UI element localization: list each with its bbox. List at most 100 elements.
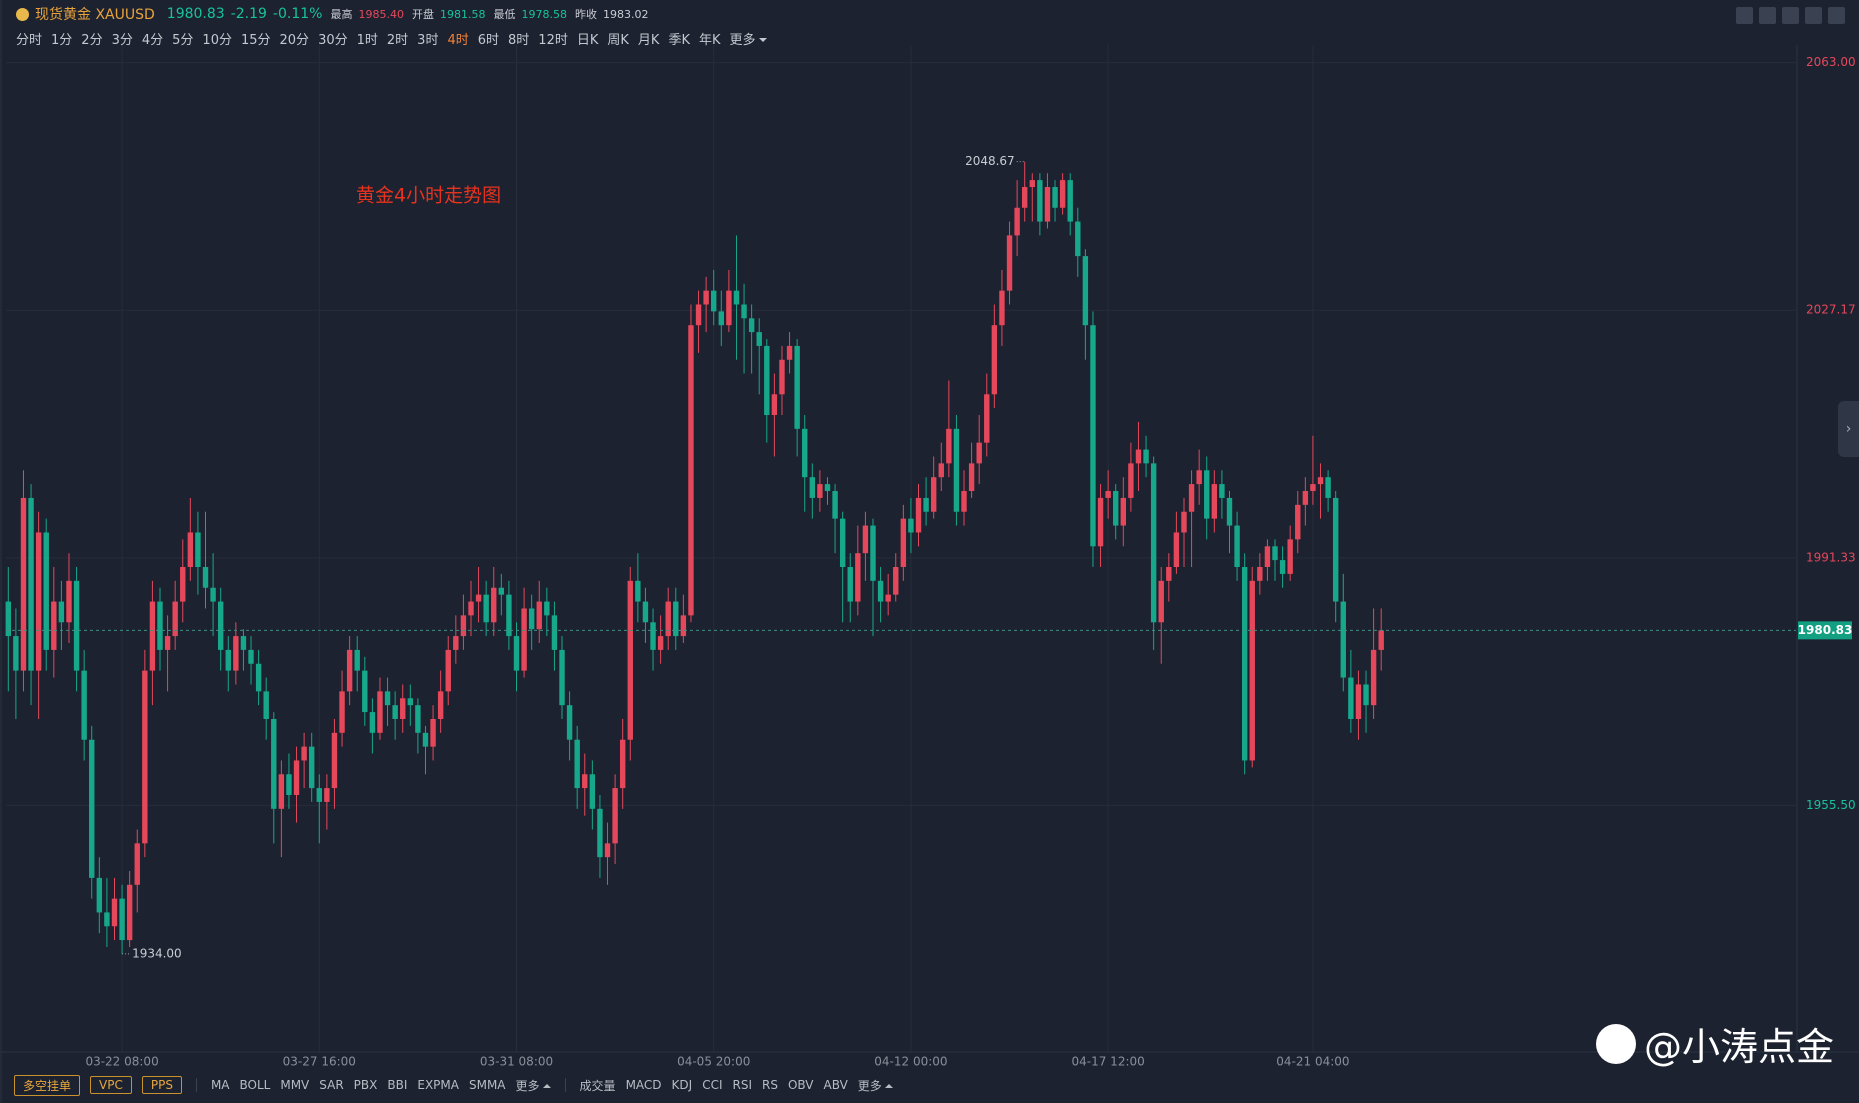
- icon-button[interactable]: [1759, 7, 1776, 24]
- candle-body: [1082, 256, 1089, 326]
- timeframe-tab[interactable]: 周K: [607, 32, 629, 48]
- side-panel-toggle[interactable]: ›: [1838, 401, 1859, 457]
- candle-body: [1113, 491, 1119, 526]
- indicator-tab[interactable]: 更多: [516, 1077, 551, 1094]
- candle-body: [51, 601, 57, 650]
- candle-body: [1204, 470, 1210, 519]
- candle-body: [566, 705, 573, 740]
- candle-body: [551, 615, 558, 650]
- candle-body: [612, 788, 618, 844]
- candle-body: [862, 525, 869, 554]
- timeframe-tab[interactable]: 10分: [202, 32, 232, 48]
- candle-body: [233, 636, 239, 671]
- candle-body: [528, 608, 535, 630]
- timeframe-tab[interactable]: 6时: [477, 32, 500, 48]
- candle-body: [324, 788, 330, 802]
- indicator-tab[interactable]: EXPMA: [417, 1078, 459, 1092]
- timeframe-tab[interactable]: 30分: [318, 32, 348, 48]
- indicator-tab[interactable]: RSI: [732, 1078, 753, 1092]
- icon-button[interactable]: [1782, 7, 1799, 24]
- indicator-tab[interactable]: SMMA: [468, 1078, 506, 1092]
- timeframe-tab[interactable]: 3分: [111, 32, 133, 48]
- candle-body: [453, 636, 459, 650]
- indicator-tab[interactable]: OBV: [787, 1078, 814, 1092]
- candle-body: [1279, 560, 1286, 574]
- timeframe-tab[interactable]: 3时: [417, 32, 439, 48]
- watermark-text: @小涛点金: [1644, 1025, 1835, 1069]
- order-button[interactable]: 多空挂单: [14, 1074, 81, 1096]
- change-pct: -0.11%: [272, 6, 323, 22]
- indicator-tab[interactable]: BBI: [387, 1078, 408, 1092]
- timeframe-tab[interactable]: 年K: [698, 32, 721, 48]
- indicator-tab[interactable]: MACD: [625, 1078, 662, 1092]
- order-button[interactable]: PPS: [141, 1076, 182, 1094]
- symbol-name[interactable]: 现货黄金 XAUUSD: [35, 7, 155, 23]
- order-button[interactable]: VPC: [90, 1076, 132, 1094]
- candle-body: [339, 691, 345, 733]
- stat-value: 1985.40: [358, 7, 404, 21]
- candle-body: [384, 691, 391, 706]
- candle-body: [673, 601, 679, 637]
- candle-body: [748, 318, 755, 333]
- candle-body: [870, 525, 876, 581]
- timeframe-tab[interactable]: 20分: [279, 32, 310, 48]
- candle-body: [119, 898, 125, 941]
- timeframe-tab[interactable]: 分时: [16, 32, 43, 48]
- indicator-tab[interactable]: CCI: [702, 1078, 723, 1092]
- candle-body: [1234, 525, 1240, 568]
- timeframe-tab[interactable]: 1时: [356, 32, 378, 48]
- indicator-tab[interactable]: SAR: [319, 1078, 344, 1092]
- x-tick-label: 04-21 04:00: [1276, 1055, 1349, 1069]
- candle-body: [271, 719, 277, 809]
- high-label: 2048.67: [965, 154, 1015, 168]
- candle-body: [58, 601, 65, 623]
- indicator-tab[interactable]: ABV: [823, 1078, 848, 1092]
- timeframe-tab[interactable]: 4分: [141, 32, 164, 48]
- candle-body: [597, 808, 603, 858]
- timeframe-tab[interactable]: 12时: [538, 32, 568, 48]
- candle-body: [991, 325, 998, 395]
- indicator-tab[interactable]: 成交量: [579, 1078, 616, 1093]
- indicator-tab[interactable]: PBX: [353, 1078, 378, 1092]
- candle-body: [832, 491, 838, 519]
- timeframe-tab[interactable]: 1分: [51, 32, 73, 48]
- close-button[interactable]: [1828, 7, 1845, 24]
- candle-body: [437, 691, 444, 719]
- icon-button[interactable]: [1736, 7, 1753, 24]
- candle-body: [149, 601, 156, 671]
- y-tick-label: 2027.17: [1806, 303, 1856, 317]
- candle-body: [733, 290, 740, 305]
- timeframe-tab[interactable]: 月K: [637, 32, 660, 48]
- timeframe-tab[interactable]: 4时: [447, 32, 469, 48]
- candle-body: [286, 774, 292, 795]
- icon-button[interactable]: [1805, 7, 1822, 24]
- candle-body: [726, 290, 732, 326]
- candle-body: [1355, 684, 1362, 719]
- timeframe-tab[interactable]: 2分: [81, 32, 103, 48]
- candle-body: [946, 428, 952, 464]
- indicator-tab[interactable]: KDJ: [671, 1078, 693, 1092]
- timeframe-tab[interactable]: 更多: [730, 29, 767, 48]
- separator: [195, 1078, 197, 1092]
- indicator-tab[interactable]: MMV: [280, 1078, 310, 1092]
- candle-body: [225, 649, 231, 671]
- indicator-tab[interactable]: BOLL: [239, 1078, 271, 1092]
- timeframe-tab[interactable]: 8时: [508, 32, 530, 48]
- indicator-tab[interactable]: MA: [210, 1078, 230, 1092]
- timeframe-tab[interactable]: 季K: [668, 32, 690, 48]
- candle-body: [984, 394, 990, 443]
- candle-body: [1166, 567, 1172, 581]
- candle-body: [1226, 497, 1233, 526]
- timeframe-tab[interactable]: 日K: [576, 32, 599, 48]
- timeframe-tab[interactable]: 5分: [172, 32, 194, 48]
- candle-body: [961, 491, 967, 512]
- indicator-tab[interactable]: 更多: [858, 1077, 893, 1094]
- indicator-tab[interactable]: RS: [762, 1078, 778, 1092]
- timeframe-tab[interactable]: 15分: [240, 32, 271, 48]
- timeframe-tab[interactable]: 2时: [386, 32, 409, 48]
- candle-body: [688, 325, 694, 616]
- candle-body: [1370, 649, 1377, 706]
